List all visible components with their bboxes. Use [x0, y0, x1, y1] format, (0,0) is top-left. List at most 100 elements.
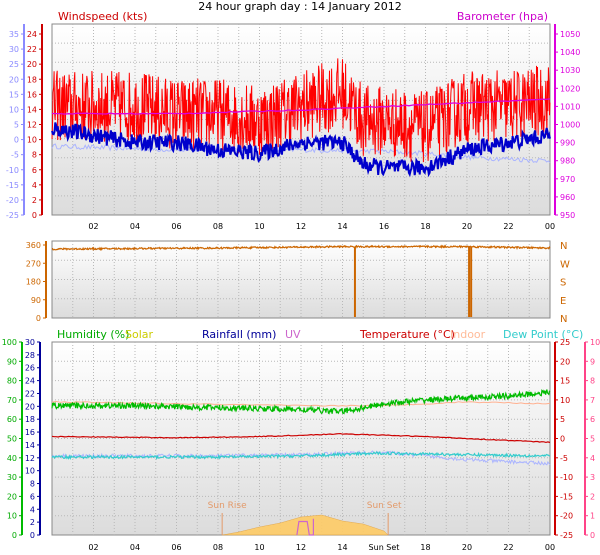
- far-left-axis-tick-label: -20: [6, 196, 19, 205]
- rainfall-axis-tick-label: 18: [25, 415, 35, 424]
- windspeed-axis-tick-label: 4: [32, 181, 37, 190]
- windspeed-axis-tick-label: 10: [27, 136, 37, 145]
- rainfall-axis-tick-label: 28: [25, 351, 35, 360]
- direction-compass-label: N: [560, 314, 567, 325]
- direction-axis-tick-label: 270: [26, 259, 41, 268]
- rainfall-axis-tick-label: 0: [30, 531, 35, 540]
- uv-axis-tick-label: 7: [590, 396, 595, 405]
- windspeed-axis-tick-label: 2: [32, 196, 37, 205]
- uv-axis-tick-label: 2: [590, 492, 595, 501]
- humidity-series-line: [51, 389, 551, 415]
- temperature-panel-x-tick-label: 20: [462, 543, 472, 552]
- wind-series-light-line: [51, 143, 551, 163]
- barometer-axis-label: Barometer (hpa): [457, 10, 548, 23]
- barometer-axis-tick-label: 1050: [560, 30, 580, 39]
- direction-compass-label: N: [560, 241, 567, 252]
- rainfall-axis-tick-label: 16: [25, 428, 35, 437]
- windspeed-axis-tick-label: 0: [32, 211, 37, 220]
- humidity-axis-tick-label: 60: [7, 415, 17, 424]
- direction-axis-tick-label: 0: [36, 314, 41, 323]
- temperature-axis-tick-label: 0: [560, 435, 565, 444]
- rainfall-axis-tick-label: 24: [25, 377, 35, 386]
- far-left-axis-tick-label: -15: [6, 181, 19, 190]
- wind-panel-x-tick-label: 06: [171, 222, 181, 231]
- far-left-axis-tick-label: -10: [6, 166, 19, 175]
- uv-axis-tick-label: 5: [590, 435, 595, 444]
- wind-panel-x-tick-label: 12: [296, 222, 306, 231]
- wind-panel-x-tick-label: 02: [88, 222, 98, 231]
- far-left-axis-tick-label: 25: [9, 60, 19, 69]
- uv-axis-tick-label: 6: [590, 415, 595, 424]
- barometer-axis-tick-label: 950: [560, 211, 575, 220]
- far-left-axis-tick-label: -25: [6, 211, 19, 220]
- solar-area: [222, 514, 389, 536]
- humidity-axis-tick-label: 50: [7, 435, 17, 444]
- far-left-axis-tick-label: 20: [9, 75, 19, 84]
- humidity-axis-tick-label: 90: [7, 357, 17, 366]
- temperature-axis-tick-label: -10: [560, 473, 573, 482]
- rainfall-axis-tick-label: 6: [30, 492, 35, 501]
- wind-panel-x-tick-label: 16: [379, 222, 389, 231]
- temperature-panel-x-tick-label: Sun Set: [369, 543, 400, 552]
- legend-indoor: Indoor: [450, 328, 486, 341]
- windspeed-axis-tick-label: 20: [27, 60, 37, 69]
- temperature-axis-tick-label: -15: [560, 492, 573, 501]
- temperature-panel-x-tick-label: 14: [337, 543, 347, 552]
- direction-axis-tick-label: 180: [26, 278, 41, 287]
- rainfall-axis-tick-label: 14: [25, 441, 35, 450]
- direction-compass-label: W: [560, 259, 570, 270]
- temperature-axis-tick-label: -5: [560, 454, 568, 463]
- uv-axis-tick-label: 3: [590, 473, 595, 482]
- sun-rise-label: Sun Rise: [208, 501, 247, 511]
- legend-humidity: Humidity (%): [57, 328, 129, 341]
- far-left-axis-tick-label: 10: [9, 105, 19, 114]
- direction-axis-tick-label: 90: [31, 296, 41, 305]
- windspeed-axis-tick-label: 12: [27, 121, 37, 130]
- temperature-panel-x-tick-label: 12: [296, 543, 306, 552]
- uv-axis-tick-label: 8: [590, 377, 595, 386]
- legend-solar: Solar: [125, 328, 154, 341]
- windspeed-axis-tick-label: 16: [27, 90, 37, 99]
- wind-panel-x-tick-label: 00: [545, 222, 555, 231]
- humidity-axis-tick-label: 30: [7, 473, 17, 482]
- humidity-axis-tick-label: 100: [2, 338, 17, 347]
- humidity-axis-tick-label: 0: [12, 531, 17, 540]
- uv-axis-tick-label: 1: [590, 512, 595, 521]
- windspeed-axis-tick-label: 14: [27, 105, 37, 114]
- wind-panel-x-tick-label: 08: [213, 222, 223, 231]
- rainfall-axis-tick-label: 30: [25, 338, 35, 347]
- windspeed-axis-label: Windspeed (kts): [58, 10, 147, 23]
- windspeed-axis-tick-label: 8: [32, 151, 37, 160]
- wind-panel-x-tick-label: 20: [462, 222, 472, 231]
- barometer-series-line: [51, 98, 551, 115]
- uv-axis-tick-label: 4: [590, 454, 595, 463]
- barometer-axis-tick-label: 1030: [560, 66, 580, 75]
- direction-compass-label: E: [560, 296, 566, 307]
- wind-panel-x-tick-label: 22: [503, 222, 513, 231]
- temperature-axis-tick-label: 15: [560, 377, 570, 386]
- rainfall-axis-tick-label: 10: [25, 467, 35, 476]
- windspeed-axis-tick-label: 22: [27, 45, 37, 54]
- barometer-axis-tick-label: 990: [560, 139, 575, 148]
- legend-temperature: Temperature (°C): [359, 328, 455, 341]
- barometer-axis-tick-label: 980: [560, 157, 575, 166]
- windspeed-axis-tick-label: 18: [27, 75, 37, 84]
- barometer-axis-tick-label: 960: [560, 193, 575, 202]
- windspeed-axis-tick-label: 6: [32, 166, 37, 175]
- rainfall-axis-tick-label: 26: [25, 364, 35, 373]
- far-left-axis-tick-label: 35: [9, 30, 19, 39]
- rainfall-axis-tick-label: 22: [25, 389, 35, 398]
- wind-panel-x-tick-label: 04: [130, 222, 140, 231]
- chart-title: 24 hour graph day : 14 January 2012: [198, 0, 402, 13]
- far-left-axis-tick-label: 0: [14, 136, 19, 145]
- humidity-axis-tick-label: 10: [7, 512, 17, 521]
- temperature-panel-x-tick-label: 22: [503, 543, 513, 552]
- barometer-axis-tick-label: 970: [560, 175, 575, 184]
- temperature-panel-x-tick-label: 08: [213, 543, 223, 552]
- far-left-axis-tick-label: 30: [9, 45, 19, 54]
- temperature-panel-x-tick-label: 02: [88, 543, 98, 552]
- temperature-axis-tick-label: 25: [560, 338, 570, 347]
- dew-point-series-line: [51, 450, 551, 461]
- direction-compass-label: S: [560, 278, 566, 289]
